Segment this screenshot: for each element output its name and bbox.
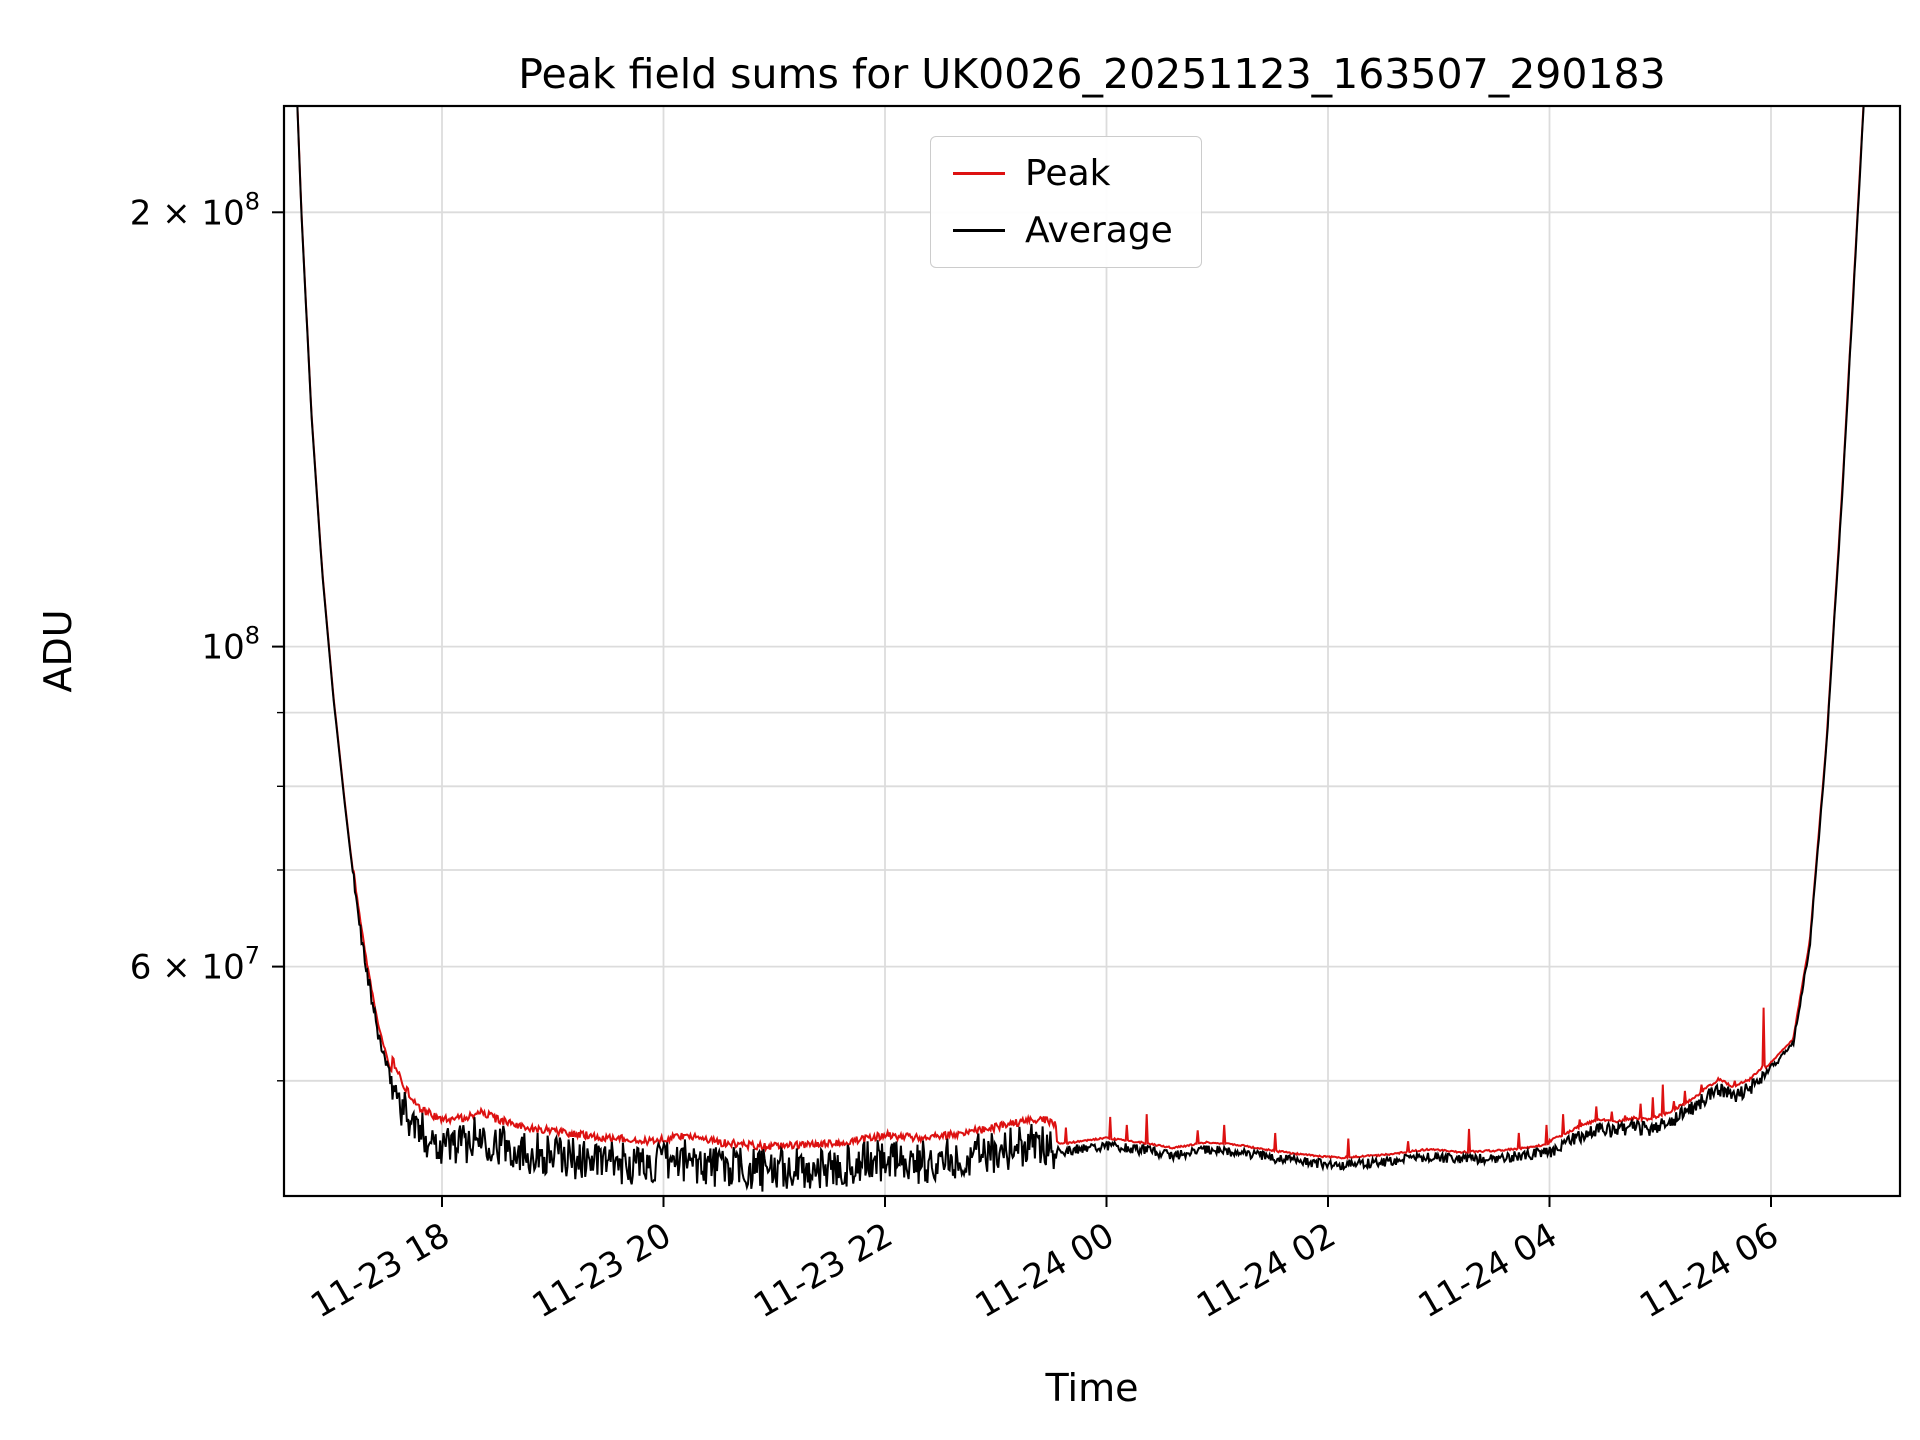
legend-label: Average bbox=[1025, 210, 1173, 251]
legend-label: Peak bbox=[1025, 153, 1111, 194]
x-tick-label: 11-23 22 bbox=[747, 1215, 899, 1326]
y-tick-label: 2 × 108 bbox=[130, 187, 260, 233]
peak-line bbox=[296, 106, 1865, 1161]
legend-entry-average: Average bbox=[953, 210, 1173, 251]
gridlines bbox=[284, 106, 1900, 1196]
y-tick-label: 108 bbox=[201, 622, 260, 668]
legend-line-sample bbox=[953, 172, 1005, 175]
y-tick-label: 6 × 107 bbox=[130, 942, 260, 988]
y-axis-label: ADU bbox=[36, 609, 80, 693]
chart-title: Peak field sums for UK0026_20251123_1635… bbox=[518, 50, 1666, 98]
tick-marks bbox=[272, 211, 1772, 1207]
x-tick-label: 11-24 02 bbox=[1190, 1215, 1342, 1326]
axes-spines bbox=[282, 104, 1902, 1198]
legend: Peak Average bbox=[930, 136, 1202, 268]
x-tick-label: 11-24 04 bbox=[1412, 1215, 1564, 1326]
average-line bbox=[296, 106, 1865, 1192]
legend-entry-peak: Peak bbox=[953, 153, 1173, 194]
x-axis-label: Time bbox=[1045, 1366, 1139, 1410]
legend-line-sample bbox=[953, 229, 1005, 232]
x-tick-label: 11-24 06 bbox=[1633, 1215, 1785, 1326]
x-tick-label: 11-23 18 bbox=[304, 1215, 456, 1326]
x-tick-label: 11-23 20 bbox=[526, 1215, 678, 1326]
x-tick-label: 11-24 00 bbox=[969, 1215, 1121, 1326]
